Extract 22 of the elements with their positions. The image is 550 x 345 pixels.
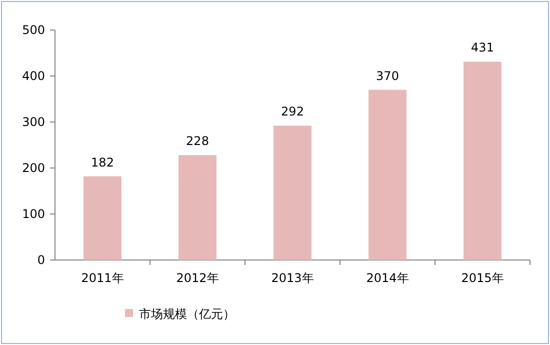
x-tick-label: 2015年	[461, 271, 504, 285]
y-tick-label: 200	[22, 161, 45, 175]
bar	[464, 62, 502, 260]
y-tick-label: 400	[22, 69, 45, 83]
data-label: 431	[471, 40, 494, 55]
data-label: 292	[281, 104, 304, 119]
bar	[368, 90, 406, 260]
y-tick-label: 300	[22, 115, 45, 129]
data-label: 370	[376, 68, 399, 83]
y-tick-label: 500	[22, 23, 45, 37]
data-label: 228	[186, 134, 209, 148]
bar	[178, 155, 216, 260]
x-tick-label: 2014年	[366, 271, 409, 285]
y-tick-label: 0	[37, 253, 45, 267]
y-tick-label: 100	[22, 207, 45, 221]
x-tick-label: 2012年	[176, 271, 219, 285]
legend: 市场规模（亿元）	[125, 307, 235, 321]
bar	[84, 176, 122, 260]
x-tick-label: 2013年	[271, 271, 314, 285]
data-label: 182	[91, 155, 114, 170]
bar	[274, 126, 312, 260]
x-tick-label: 2011年	[81, 271, 124, 285]
